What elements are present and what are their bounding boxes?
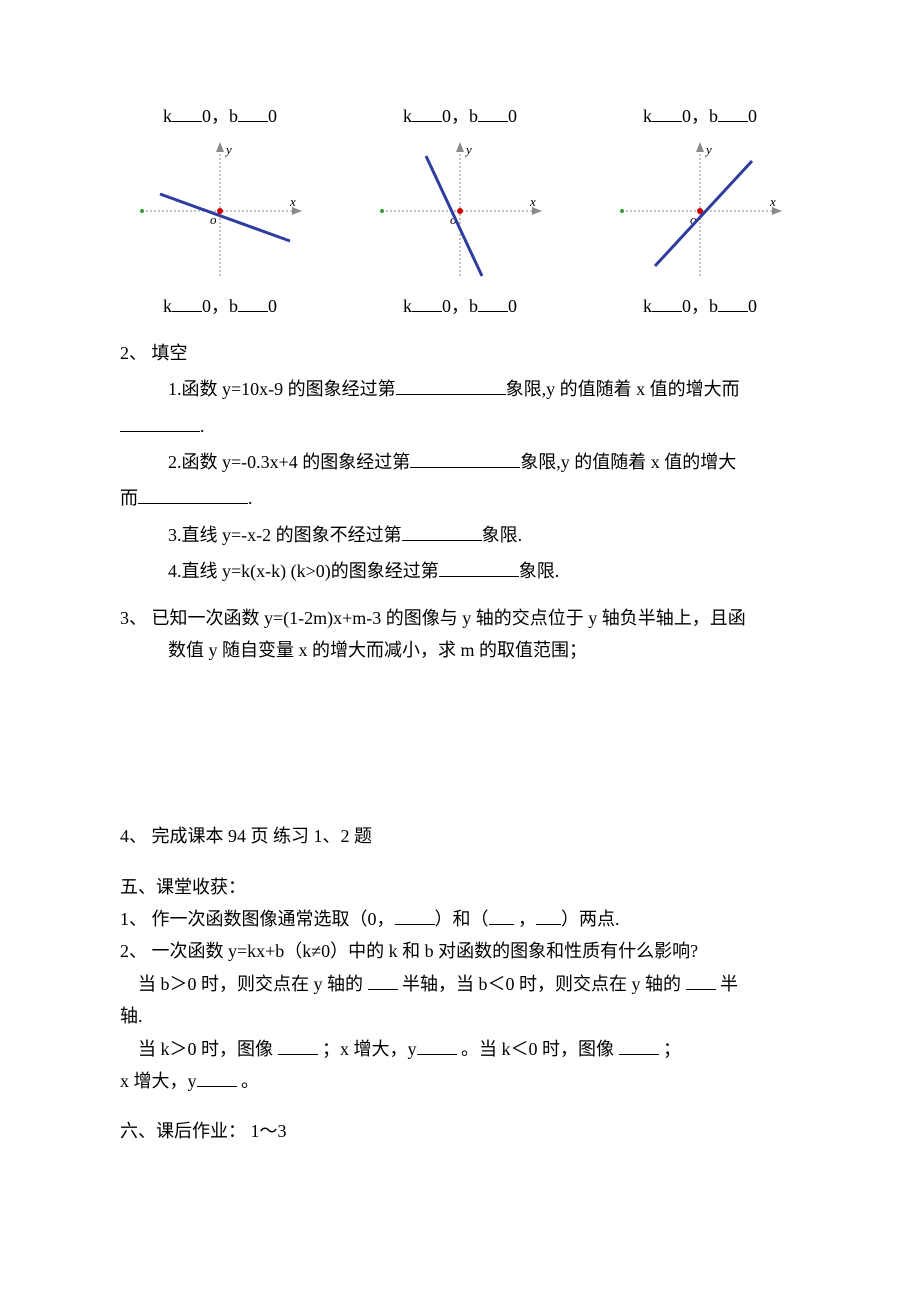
graph-cell-2: k0，b0 o x y k0，b0 (360, 100, 560, 323)
coord-graph-3: o x y (610, 136, 790, 286)
kb-label-bottom-3: k0，b0 (643, 290, 757, 322)
graph-cell-1: k0，b0 o x y k0，b0 (120, 100, 320, 323)
sec5-head: 五、课堂收获： (120, 871, 800, 903)
sec5-l1: 1、 作一次函数图像通常选取（0，）和（ ，）两点. (120, 903, 800, 935)
q2-sub1: 1.函数 y=10x-9 的图象经过第象限,y 的值随着 x 值的增大而 (168, 373, 800, 405)
blank (417, 1033, 457, 1055)
svg-text:x: x (769, 194, 776, 209)
kb-label-bottom-2: k0，b0 (403, 290, 517, 322)
blank (718, 291, 748, 313)
sec5-l3: 当 b＞0 时，则交点在 y 轴的 半轴，当 b＜0 时，则交点在 y 轴的 半 (138, 968, 800, 1000)
blank (536, 903, 561, 925)
sec5-l5: x 增大，y 。 (120, 1065, 800, 1097)
q2-header: 2、 填空 (120, 337, 800, 369)
blank (238, 291, 268, 313)
blank (652, 100, 682, 122)
sec5-l2: 2、 一次函数 y=kx+b（k≠0）中的 k 和 b 对函数的图象和性质有什么… (120, 935, 800, 967)
q2-sub4: 4.直线 y=k(x-k) (k>0)的图象经过第象限. (168, 555, 800, 587)
q2-sub2: 2.函数 y=-0.3x+4 的图象经过第象限,y 的值随着 x 值的增大 (168, 446, 800, 478)
graph-cell-3: k0，b0 o x y k0，b0 (600, 100, 800, 323)
kb-label-bottom-1: k0，b0 (163, 290, 277, 322)
blank (718, 100, 748, 122)
svg-text:x: x (289, 194, 296, 209)
question-2: 2、 填空 1.函数 y=10x-9 的图象经过第象限,y 的值随着 x 值的增… (120, 337, 800, 588)
kb-label-top-3: k0，b0 (643, 100, 757, 132)
blank (238, 100, 268, 122)
q4-text: 4、 完成课本 94 页 练习 1、2 题 (120, 820, 800, 852)
blank (120, 410, 200, 432)
blank (410, 446, 520, 468)
q2-sub2-cont: 而. (120, 482, 800, 514)
kb-label-top-2: k0，b0 (403, 100, 517, 132)
blank (138, 483, 248, 505)
coord-graph-2: o x y (370, 136, 550, 286)
svg-text:x: x (529, 194, 536, 209)
blank (478, 291, 508, 313)
blank (278, 1033, 318, 1055)
section-5: 五、课堂收获： 1、 作一次函数图像通常选取（0，）和（ ，）两点. 2、 一次… (120, 871, 800, 1098)
svg-text:y: y (224, 142, 232, 157)
blank (172, 100, 202, 122)
question-4: 4、 完成课本 94 页 练习 1、2 题 (120, 820, 800, 852)
blank (197, 1065, 237, 1087)
blank (489, 903, 514, 925)
kb-label-top-1: k0，b0 (163, 100, 277, 132)
section-6: 六、课后作业： 1～3 (120, 1115, 800, 1147)
q2-sub3: 3.直线 y=-x-2 的图象不经过第象限. (168, 519, 800, 551)
coord-graph-1: o x y (130, 136, 310, 286)
blank (412, 291, 442, 313)
svg-text:y: y (464, 142, 472, 157)
graphs-top-row: k0，b0 o x y k0，b0 k0，b0 o (120, 100, 800, 323)
sec6-text: 六、课后作业： 1～3 (120, 1115, 800, 1147)
blank (686, 968, 716, 990)
blank (172, 291, 202, 313)
svg-text:y: y (704, 142, 712, 157)
blank (439, 556, 519, 578)
q3-line1: 3、 已知一次函数 y=(1-2m)x+m-3 的图像与 y 轴的交点位于 y … (120, 602, 800, 634)
q3-line2: 数值 y 随自变量 x 的增大而减小，求 m 的取值范围； (168, 634, 800, 666)
blank (395, 903, 435, 925)
blank (412, 100, 442, 122)
work-space (120, 666, 800, 806)
blank (402, 519, 482, 541)
blank (478, 100, 508, 122)
sec5-l4: 当 k＞0 时，图像 ；x 增大，y 。当 k＜0 时，图像 ； (138, 1033, 800, 1065)
blank (396, 374, 506, 396)
sec5-l3b: 轴. (120, 1000, 800, 1032)
blank (368, 968, 398, 990)
question-3: 3、 已知一次函数 y=(1-2m)x+m-3 的图像与 y 轴的交点位于 y … (120, 602, 800, 667)
q2-sub1-cont: . (120, 410, 800, 442)
blank (619, 1033, 659, 1055)
blank (652, 291, 682, 313)
